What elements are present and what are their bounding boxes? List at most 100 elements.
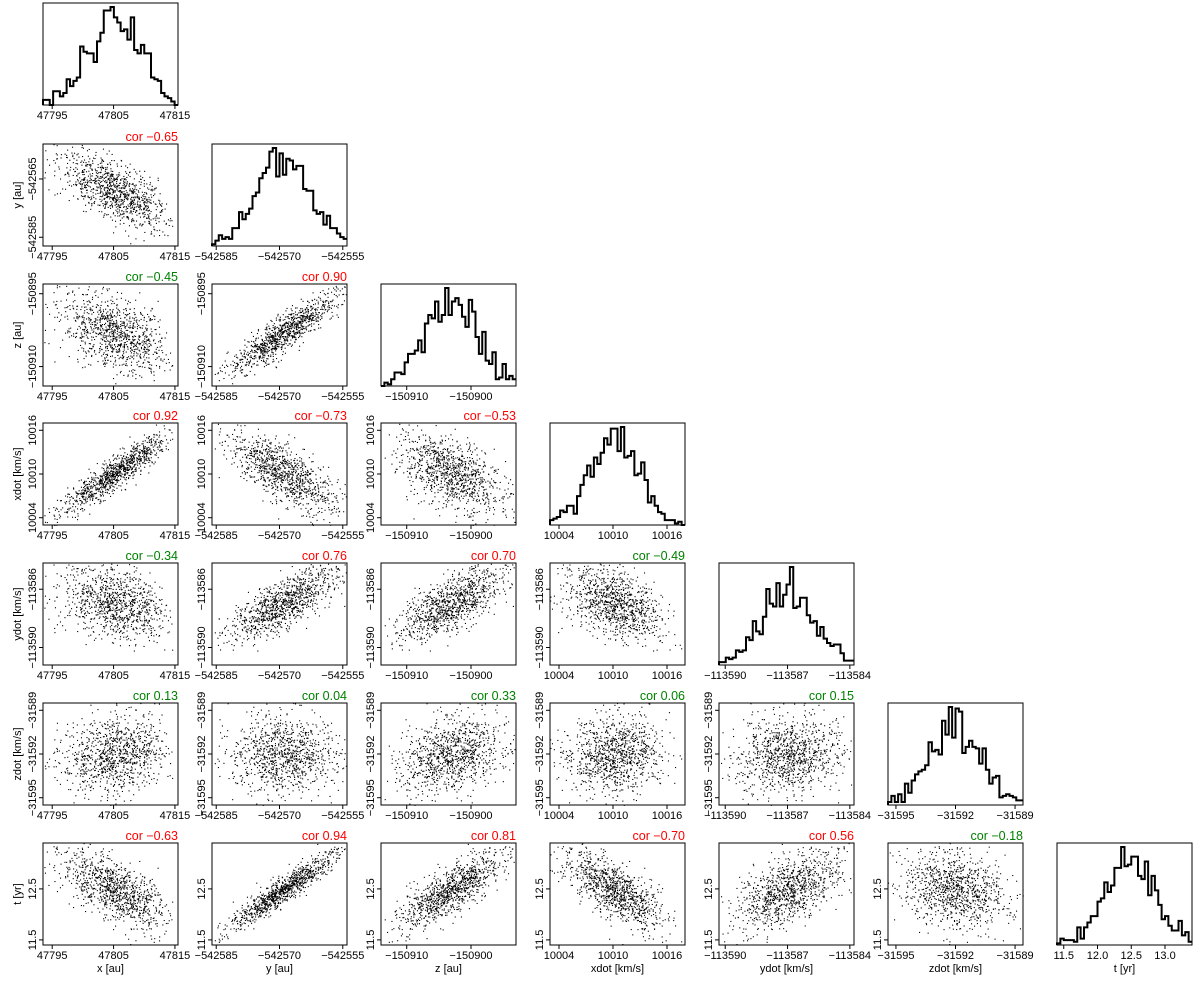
data-point — [164, 428, 166, 430]
data-point — [130, 347, 132, 349]
data-point — [130, 461, 132, 463]
data-point — [308, 318, 310, 320]
data-point — [56, 193, 58, 195]
data-point — [157, 448, 159, 450]
data-point — [114, 204, 116, 206]
data-point — [60, 300, 62, 302]
data-point — [129, 342, 131, 344]
data-point — [291, 305, 293, 307]
data-point — [311, 308, 313, 310]
data-point — [290, 462, 292, 464]
data-point — [331, 484, 333, 486]
data-point — [143, 333, 145, 335]
data-point — [99, 483, 101, 485]
data-point — [282, 455, 284, 457]
data-point — [53, 160, 55, 162]
data-point — [297, 332, 299, 334]
data-point — [83, 161, 85, 163]
data-point — [99, 501, 101, 503]
data-point — [155, 222, 157, 224]
data-point — [145, 343, 147, 345]
data-point — [104, 317, 106, 319]
data-point — [280, 326, 282, 328]
data-point — [81, 493, 83, 495]
data-point — [279, 473, 281, 475]
data-point — [110, 179, 112, 181]
data-point — [315, 501, 317, 503]
data-point — [254, 350, 256, 352]
data-point — [107, 335, 109, 337]
data-point — [127, 457, 129, 459]
data-point — [127, 204, 129, 206]
data-point — [105, 341, 107, 343]
data-point — [83, 319, 85, 321]
data-point — [129, 327, 131, 329]
data-point — [301, 336, 303, 338]
data-point — [81, 490, 83, 492]
data-point — [101, 481, 103, 483]
data-point — [123, 216, 125, 218]
data-point — [290, 473, 292, 475]
data-point — [261, 443, 263, 445]
data-point — [288, 465, 290, 467]
data-point — [278, 464, 280, 466]
data-point — [149, 318, 151, 320]
data-point — [266, 349, 268, 351]
data-point — [153, 463, 155, 465]
correlation-label: cor −0.65 — [126, 130, 179, 144]
data-point — [233, 376, 235, 378]
data-point — [291, 317, 293, 319]
data-point — [254, 352, 256, 354]
data-point — [106, 203, 108, 205]
data-point — [133, 351, 135, 353]
data-point — [140, 346, 142, 348]
data-point — [123, 180, 125, 182]
data-point — [105, 489, 107, 491]
data-point — [132, 463, 134, 465]
data-point — [108, 322, 110, 324]
data-point — [116, 186, 118, 188]
data-point — [307, 321, 309, 323]
data-point — [76, 154, 78, 156]
data-point — [123, 342, 125, 344]
data-point — [255, 338, 257, 340]
data-point — [275, 327, 277, 329]
data-point — [337, 304, 339, 306]
data-point — [271, 335, 273, 337]
data-point — [84, 186, 86, 188]
data-point — [288, 327, 290, 329]
data-point — [292, 323, 294, 325]
data-point — [270, 455, 272, 457]
data-point — [93, 492, 95, 494]
data-point — [260, 335, 262, 337]
data-point — [106, 335, 108, 337]
data-point — [228, 436, 230, 438]
data-point — [336, 296, 338, 298]
data-point — [290, 326, 292, 328]
data-point — [72, 174, 74, 176]
data-point — [101, 211, 103, 213]
data-point — [241, 372, 243, 374]
data-point — [86, 498, 88, 500]
data-point — [294, 321, 296, 323]
data-point — [93, 197, 95, 199]
data-point — [335, 295, 337, 297]
data-point — [89, 499, 91, 501]
data-point — [266, 486, 268, 488]
data-point — [86, 163, 88, 165]
data-point — [260, 466, 262, 468]
data-point — [150, 372, 152, 374]
data-point — [273, 327, 275, 329]
scatter-y-vs-x — [39, 143, 179, 250]
data-point — [83, 336, 85, 338]
data-point — [257, 330, 259, 332]
data-point — [246, 353, 248, 355]
data-point — [138, 206, 140, 208]
data-point — [139, 459, 141, 461]
data-point — [91, 336, 93, 338]
data-point — [119, 325, 121, 327]
data-point — [127, 174, 129, 176]
data-point — [253, 451, 255, 453]
data-point — [147, 217, 149, 219]
panel-frame — [42, 143, 179, 247]
